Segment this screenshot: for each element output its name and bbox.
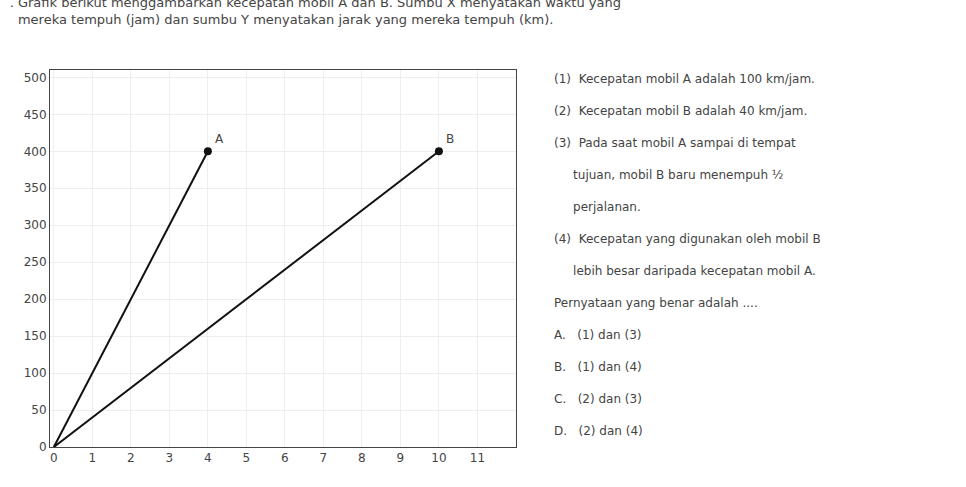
svg-text:(1) Kecepatan mobil A adalah: (1) Kecepatan mobil A adalah 100 km/jam. bbox=[554, 72, 815, 86]
svg-text:150: 150 bbox=[24, 329, 47, 343]
svg-text:4: 4 bbox=[204, 451, 212, 465]
svg-text:. Grafik berikut menggambarkan: . Grafik berikut menggambarkan kecepatan… bbox=[10, 0, 621, 27]
svg-text:500: 500 bbox=[24, 71, 47, 85]
svg-text:tujuan, mobil B baru menempuh: tujuan, mobil B baru menempuh ½ bbox=[554, 168, 783, 182]
svg-text:0: 0 bbox=[50, 451, 58, 465]
svg-text:200: 200 bbox=[24, 292, 47, 306]
svg-text:5: 5 bbox=[243, 451, 251, 465]
svg-text:lebih besar daripada kecepatan: lebih besar daripada kecepatan mobil A. bbox=[554, 264, 816, 278]
svg-text:(2) Kecepatan mobil B adalah: (2) Kecepatan mobil B adalah 40 km/jam. bbox=[554, 104, 807, 118]
svg-text:8: 8 bbox=[358, 451, 366, 465]
svg-text:400: 400 bbox=[24, 145, 47, 159]
svg-text:300: 300 bbox=[24, 218, 47, 232]
svg-text:11: 11 bbox=[470, 451, 485, 465]
svg-text:(3) Pada saat mobil A sampai: (3) Pada saat mobil A sampai di tempat bbox=[554, 136, 796, 150]
svg-text:3: 3 bbox=[166, 451, 174, 465]
svg-text:perjalanan.: perjalanan. bbox=[554, 200, 641, 214]
svg-text:2: 2 bbox=[127, 451, 135, 465]
svg-text:Pernyataan yang benar adalah .: Pernyataan yang benar adalah .... bbox=[554, 296, 758, 310]
svg-text:D. (2) dan (4): D. (2) dan (4) bbox=[554, 424, 643, 438]
svg-text:6: 6 bbox=[281, 451, 289, 465]
svg-text:350: 350 bbox=[24, 181, 47, 195]
svg-text:7: 7 bbox=[320, 451, 328, 465]
svg-text:1: 1 bbox=[89, 451, 97, 465]
svg-text:450: 450 bbox=[24, 108, 47, 122]
svg-text:B: B bbox=[446, 132, 454, 146]
svg-text:0: 0 bbox=[39, 440, 47, 454]
svg-text:9: 9 bbox=[397, 451, 405, 465]
svg-text:B. (1) dan (4): B. (1) dan (4) bbox=[554, 360, 642, 374]
svg-text:50: 50 bbox=[31, 403, 46, 417]
svg-text:250: 250 bbox=[24, 255, 47, 269]
svg-text:A: A bbox=[215, 132, 224, 146]
svg-text:10: 10 bbox=[431, 451, 446, 465]
svg-text:(4) Kecepatan yang digunakan: (4) Kecepatan yang digunakan oleh mobil … bbox=[554, 232, 821, 246]
svg-text:A. (1) dan (3): A. (1) dan (3) bbox=[554, 328, 641, 342]
svg-text:100: 100 bbox=[24, 366, 47, 380]
svg-text:C. (2) dan (3): C. (2) dan (3) bbox=[554, 392, 642, 406]
